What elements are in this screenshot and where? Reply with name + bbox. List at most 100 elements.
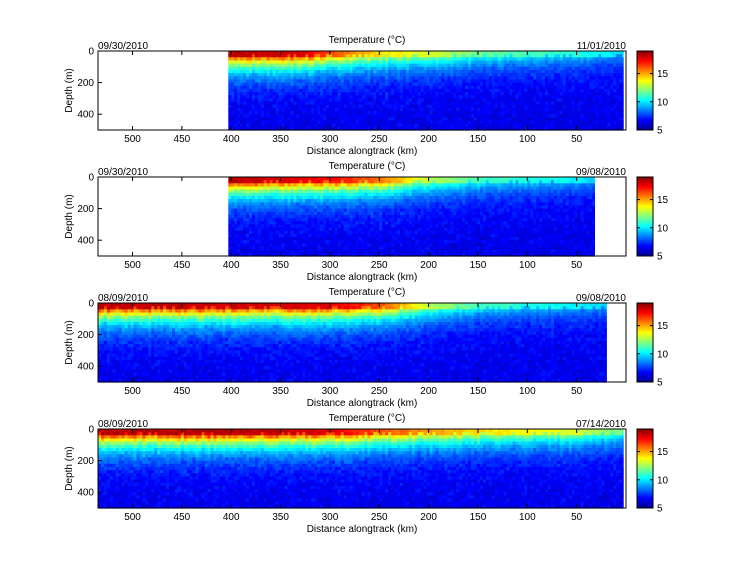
- temperature-cell: [465, 120, 469, 125]
- temperature-cell: [479, 123, 484, 128]
- temperature-cell: [619, 92, 623, 96]
- temperature-cell: [405, 117, 410, 122]
- temperature-cell: [411, 82, 416, 87]
- temperature-cell: [228, 218, 232, 222]
- temperature-cell: [394, 60, 398, 65]
- temperature-cell: [405, 88, 410, 93]
- temperature-cell: [592, 51, 596, 55]
- temperature-cell: [263, 79, 268, 84]
- temperature-cell: [622, 51, 624, 55]
- temperature-cell: [506, 92, 511, 96]
- temperature-cell: [249, 88, 253, 93]
- temperature-cell: [521, 79, 525, 84]
- temperature-cell: [272, 57, 277, 62]
- temperature-cell: [453, 70, 457, 74]
- temperature-cell: [266, 227, 271, 232]
- temperature-cell: [343, 98, 348, 103]
- temperature-cell: [468, 82, 472, 87]
- temperature-cell: [536, 76, 540, 81]
- temperature-cell: [388, 63, 392, 68]
- temperature-cell: [444, 117, 448, 122]
- temperature-cell: [429, 85, 434, 90]
- temperature-cell: [278, 111, 283, 115]
- temperature-cell: [231, 114, 235, 118]
- temperature-cell: [260, 249, 265, 254]
- temperature-cell: [302, 79, 306, 84]
- temperature-cell: [545, 66, 549, 71]
- temperature-cell: [243, 54, 247, 58]
- temperature-cell: [408, 54, 413, 58]
- temperature-cell: [556, 51, 561, 55]
- temperature-cell: [358, 107, 363, 112]
- temperature-cell: [308, 114, 312, 118]
- temperature-cell: [589, 88, 594, 93]
- temperature-cell: [237, 101, 241, 106]
- temperature-cell: [524, 107, 528, 112]
- temperature-cell: [554, 92, 558, 96]
- temperature-cell: [598, 85, 602, 90]
- temperature-cell: [548, 85, 552, 90]
- temperature-cell: [542, 54, 546, 58]
- temperature-cell: [450, 57, 454, 62]
- temperature-cell: [397, 79, 401, 84]
- temperature-cell: [414, 120, 419, 125]
- temperature-cell: [379, 120, 383, 125]
- temperature-cell: [240, 88, 244, 93]
- temperature-cell: [521, 54, 525, 58]
- temperature-cell: [317, 79, 321, 84]
- temperature-cell: [278, 114, 283, 118]
- temperature-cell: [308, 126, 312, 131]
- temperature-cell: [293, 51, 297, 55]
- temperature-cell: [249, 123, 253, 128]
- temperature-cell: [260, 79, 265, 84]
- temperature-cell: [598, 95, 602, 99]
- temperature-cell: [290, 120, 294, 125]
- temperature-cell: [391, 95, 395, 99]
- temperature-cell: [447, 88, 451, 93]
- temperature-cell: [249, 218, 253, 222]
- temperature-cell: [562, 111, 567, 115]
- temperature-cell: [408, 70, 413, 74]
- temperature-cell: [471, 85, 475, 90]
- temperature-cell: [367, 98, 371, 103]
- temperature-cell: [260, 73, 265, 77]
- temperature-cell: [311, 63, 315, 68]
- temperature-cell: [275, 243, 280, 248]
- temperature-cell: [432, 73, 437, 77]
- temperature-cell: [254, 221, 259, 225]
- temperature-cell: [299, 66, 303, 71]
- temperature-cell: [500, 98, 505, 103]
- temperature-cell: [471, 117, 475, 122]
- temperature-cell: [539, 82, 543, 87]
- temperature-cell: [257, 246, 262, 251]
- temperature-cell: [275, 60, 280, 65]
- temperature-cell: [266, 60, 271, 65]
- temperature-cell: [397, 104, 401, 109]
- temperature-cell: [281, 63, 286, 68]
- temperature-cell: [252, 95, 256, 99]
- temperature-cell: [565, 98, 570, 103]
- temperature-cell: [551, 98, 555, 103]
- temperature-cell: [417, 117, 422, 122]
- temperature-cell: [565, 114, 570, 118]
- temperature-cell: [243, 218, 247, 222]
- temperature-cell: [272, 180, 277, 184]
- temperature-cell: [373, 117, 377, 122]
- temperature-cell: [551, 126, 555, 131]
- temperature-cell: [314, 123, 318, 128]
- temperature-cell: [622, 126, 624, 131]
- temperature-cell: [361, 85, 366, 90]
- temperature-cell: [311, 117, 315, 122]
- temperature-cell: [604, 85, 608, 90]
- temperature-cell: [237, 120, 241, 125]
- temperature-cell: [296, 117, 300, 122]
- temperature-cell: [408, 120, 413, 125]
- temperature-cell: [491, 98, 496, 103]
- temperature-cell: [379, 51, 383, 55]
- temperature-cell: [293, 73, 297, 77]
- temperature-cell: [435, 114, 440, 118]
- temperature-cell: [278, 76, 283, 81]
- temperature-cell: [524, 82, 528, 87]
- temperature-cell: [272, 243, 277, 248]
- temperature-cell: [349, 104, 354, 109]
